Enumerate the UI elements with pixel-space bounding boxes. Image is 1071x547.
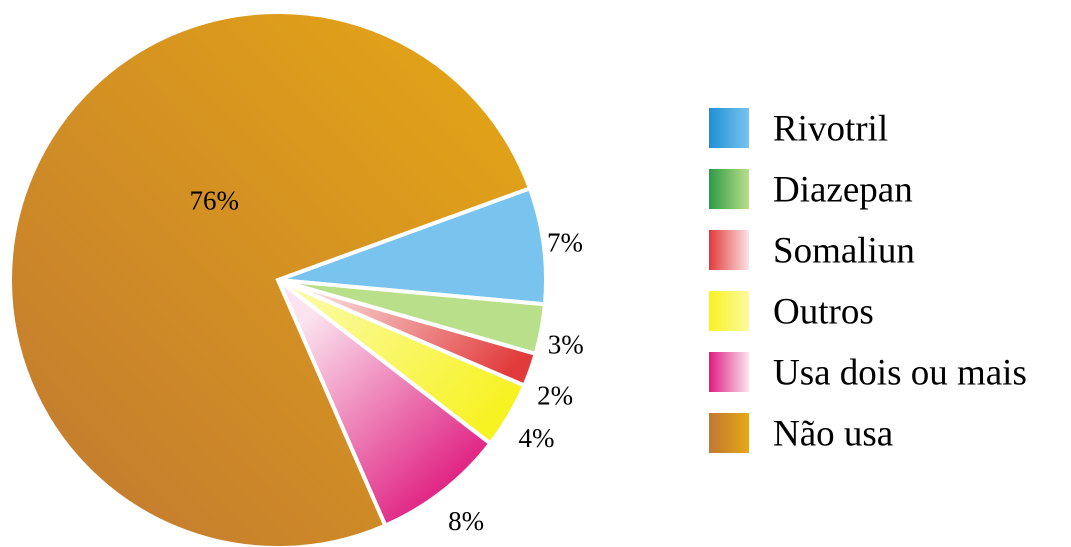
legend-swatch-somaliun <box>709 230 749 270</box>
legend-label-somaliun: Somaliun <box>773 231 915 272</box>
legend-swatch-diazepan <box>709 169 749 209</box>
slice-label-diazepan: 3% <box>548 329 584 359</box>
pie-slice-usa-dois-ou-mais <box>276 278 494 529</box>
legend-item-somaliun: Somaliun <box>709 230 915 272</box>
slice-label-outros: 4% <box>519 423 555 453</box>
legend-item-nao-usa: Não usa <box>709 413 893 455</box>
slice-label-usa-dois-ou-mais: 8% <box>448 506 484 536</box>
legend-label-outros: Outros <box>773 292 874 333</box>
legend-item-usa-dois-ou-mais: Usa dois ou mais <box>709 352 1027 394</box>
slice-label-somaliun: 2% <box>537 380 573 410</box>
legend-item-rivotril: Rivotril <box>709 108 888 150</box>
pie-slice-rivotril <box>277 185 548 307</box>
pie-slice-labels: 7% 3% 2% 4% 8% 76% <box>189 186 583 536</box>
legend-swatch-outros <box>709 291 749 331</box>
slice-label-rivotril: 7% <box>547 228 583 258</box>
legend-swatch-rivotril <box>709 108 749 148</box>
legend-label-usa-dois-ou-mais: Usa dois ou mais <box>773 353 1027 394</box>
legend: Rivotril Diazepan Somaliun Outros Usa dois o… <box>709 108 1027 455</box>
legend-label-rivotril: Rivotril <box>773 109 888 150</box>
legend-label-diazepan: Diazepan <box>773 170 913 211</box>
slice-label-nao-usa: 76% <box>189 186 239 216</box>
legend-item-diazepan: Diazepan <box>709 169 913 211</box>
legend-swatch-usa-dois-ou-mais <box>709 352 749 392</box>
legend-item-outros: Outros <box>709 291 874 333</box>
pie-slice-nao-usa <box>8 10 533 547</box>
legend-label-nao-usa: Não usa <box>773 414 893 455</box>
pie-slices <box>8 10 548 547</box>
legend-swatch-nao-usa <box>709 413 749 453</box>
